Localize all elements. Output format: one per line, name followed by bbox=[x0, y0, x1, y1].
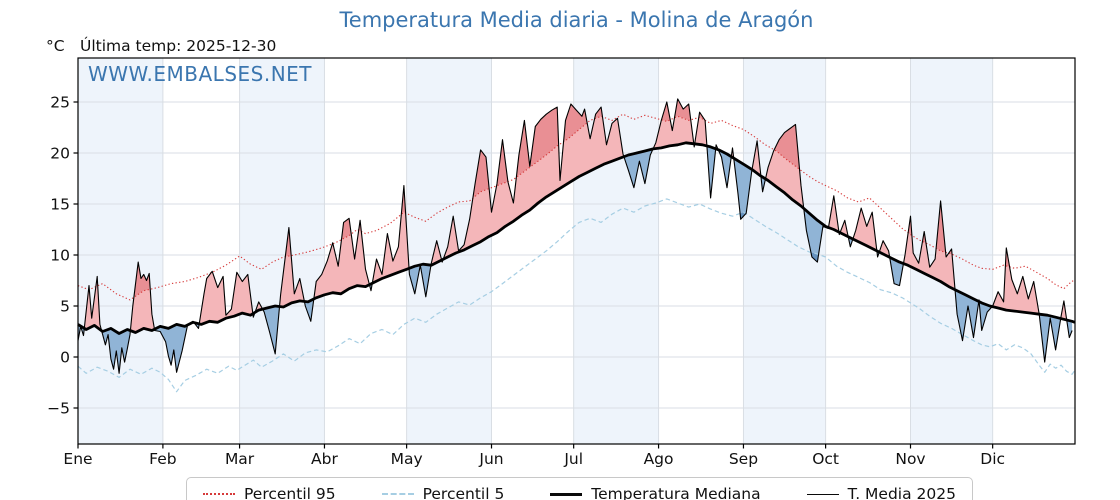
fill-above-median bbox=[84, 116, 1067, 333]
y-tick-label: 0 bbox=[60, 349, 70, 367]
y-tick-label: 15 bbox=[50, 196, 70, 214]
x-tick-label: Ago bbox=[644, 450, 674, 468]
x-tick-label: Abr bbox=[311, 450, 338, 468]
month-band bbox=[78, 58, 163, 444]
x-tick-label: Dic bbox=[980, 450, 1005, 468]
temperatura-mediana-line bbox=[77, 141, 1076, 335]
x-tick-label: May bbox=[391, 450, 423, 468]
percentil-95-line bbox=[77, 113, 1076, 301]
t-media-2025-line-icon bbox=[806, 493, 839, 495]
y-tick-label: 25 bbox=[50, 94, 70, 112]
legend-label: Temperatura Mediana bbox=[591, 485, 761, 500]
x-tick-label: Feb bbox=[149, 450, 176, 468]
mediana-line-icon bbox=[550, 492, 583, 496]
plot-frame bbox=[77, 57, 1076, 445]
percentil-5-line bbox=[77, 198, 1076, 393]
chart-title: Temperatura Media diaria - Molina de Ara… bbox=[339, 8, 814, 32]
month-band bbox=[239, 58, 325, 444]
x-tick-label: Sep bbox=[729, 450, 758, 468]
x-tick-label: Oct bbox=[812, 450, 839, 468]
x-tick-label: Mar bbox=[225, 450, 255, 468]
percentil-95-line-icon bbox=[203, 493, 235, 495]
y-tick-label: 20 bbox=[50, 145, 70, 163]
percentil-5-line-icon bbox=[381, 493, 414, 495]
legend-label: T. Media 2025 bbox=[847, 485, 956, 500]
legend-item-percentil-5: Percentil 5 bbox=[381, 485, 505, 500]
fill-above-p95 bbox=[96, 98, 1010, 297]
y-axis-unit-label: °C bbox=[46, 37, 65, 55]
y-tick-label: 10 bbox=[50, 247, 70, 265]
watermark-text: WWW.EMBALSES.NET bbox=[88, 62, 313, 86]
fill-below-median bbox=[78, 146, 1073, 374]
legend-label: Percentil 95 bbox=[244, 485, 336, 500]
legend-item-mediana: Temperatura Mediana bbox=[550, 485, 761, 500]
x-tick-label: Ene bbox=[63, 450, 92, 468]
y-tick-label: −5 bbox=[47, 400, 70, 418]
x-tick-label: Jun bbox=[478, 450, 503, 468]
y-tick-label: 5 bbox=[60, 298, 70, 316]
legend-label: Percentil 5 bbox=[422, 485, 505, 500]
x-tick-label: Jul bbox=[563, 450, 583, 468]
last-temp-label: Última temp: 2025-12-30 bbox=[80, 37, 277, 55]
chart-legend: Percentil 95 Percentil 5 Temperatura Med… bbox=[186, 477, 973, 500]
x-tick-label: Nov bbox=[895, 450, 925, 468]
legend-item-t-media-2025: T. Media 2025 bbox=[806, 485, 956, 500]
legend-item-percentil-95: Percentil 95 bbox=[203, 485, 336, 500]
